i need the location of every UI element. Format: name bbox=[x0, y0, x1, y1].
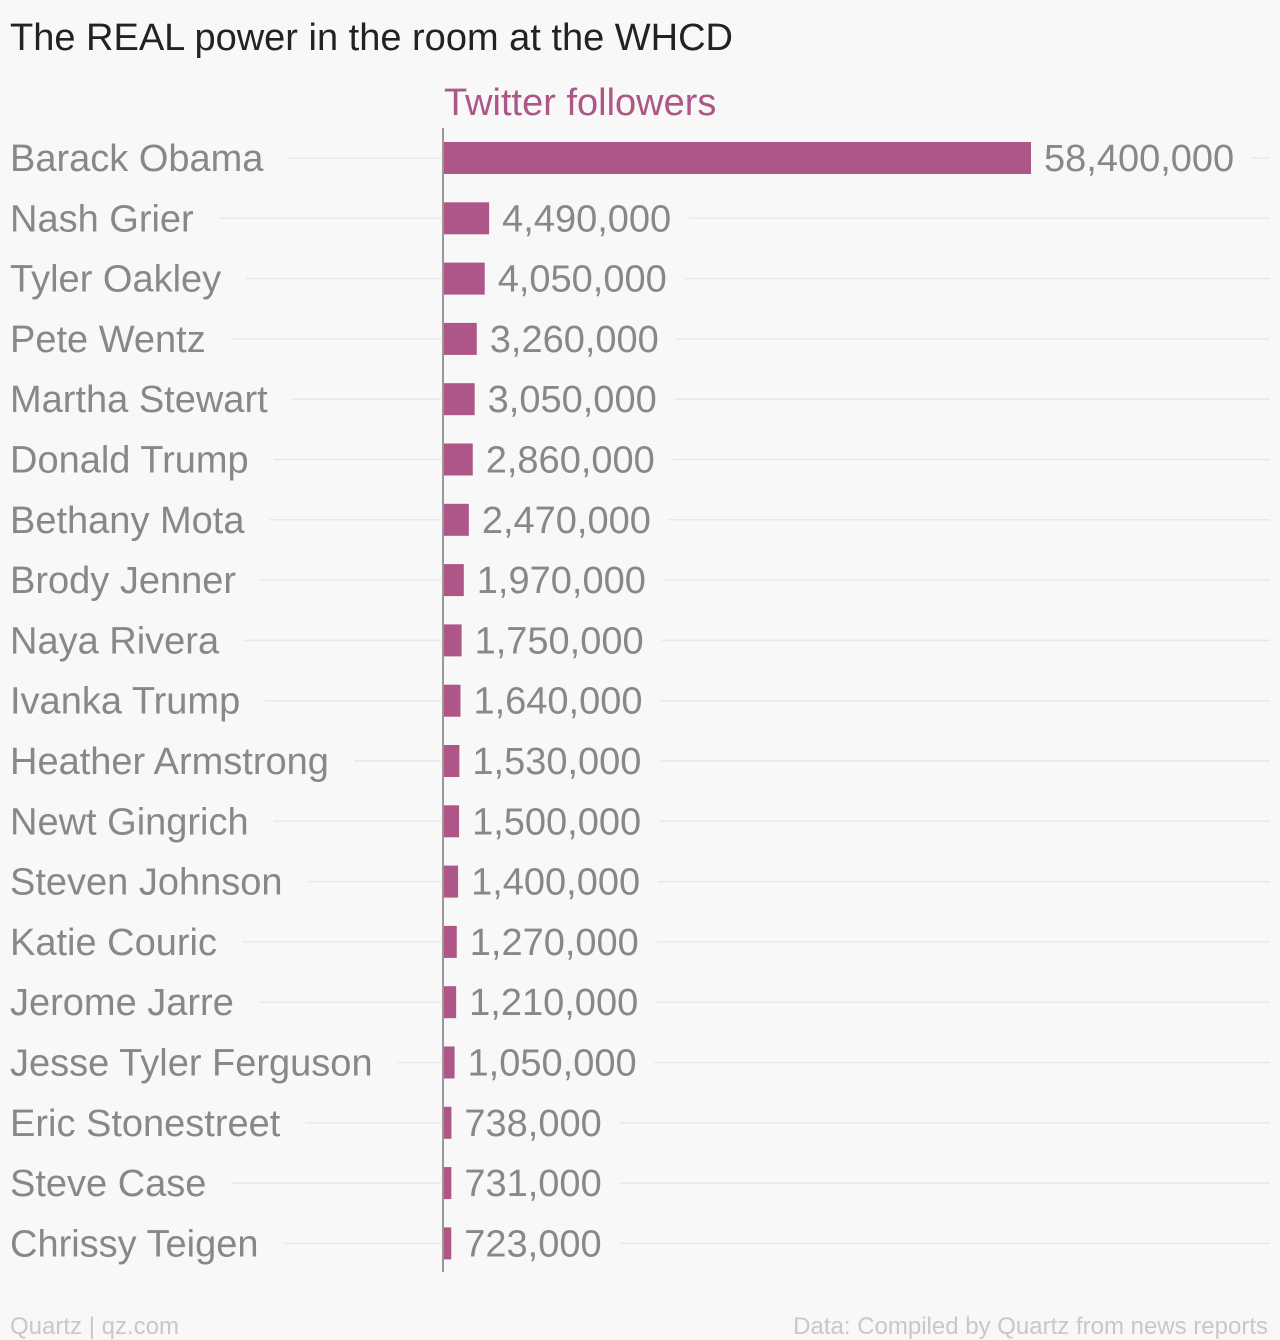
category-label: Pete Wentz bbox=[10, 319, 206, 361]
bar bbox=[444, 1106, 452, 1139]
value-label: 731,000 bbox=[464, 1163, 601, 1205]
bars bbox=[444, 142, 1031, 1260]
value-label: 58,400,000 bbox=[1044, 138, 1234, 180]
category-label: Heather Armstrong bbox=[10, 741, 329, 783]
value-label: 723,000 bbox=[464, 1223, 601, 1265]
bar bbox=[444, 684, 461, 717]
value-label: 3,050,000 bbox=[488, 379, 657, 421]
bar bbox=[444, 443, 473, 476]
category-label: Jesse Tyler Ferguson bbox=[10, 1043, 373, 1085]
footer-source-right: Data: Compiled by Quartz from news repor… bbox=[793, 1313, 1268, 1340]
bar bbox=[444, 1046, 455, 1079]
category-label: Tyler Oakley bbox=[10, 259, 221, 301]
labels: Barack Obama 58,400,000 Nash Grier 4,490,00… bbox=[10, 138, 1234, 1265]
bar bbox=[444, 142, 1031, 174]
bar bbox=[444, 322, 477, 355]
bar bbox=[444, 805, 460, 838]
category-label: Jerome Jarre bbox=[10, 982, 234, 1024]
bar bbox=[444, 865, 459, 898]
category-label: Nash Grier bbox=[10, 198, 194, 240]
footer-source-left: Quartz | qz.com bbox=[10, 1313, 179, 1340]
value-label: 1,970,000 bbox=[477, 560, 646, 602]
value-label: 1,270,000 bbox=[470, 922, 639, 964]
category-label: Martha Stewart bbox=[10, 379, 268, 421]
bar bbox=[444, 745, 460, 777]
category-label: Newt Gingrich bbox=[10, 801, 249, 843]
bar bbox=[444, 1167, 452, 1200]
value-label: 1,750,000 bbox=[475, 620, 644, 662]
bar bbox=[444, 1227, 452, 1260]
value-label: 1,210,000 bbox=[469, 982, 638, 1024]
value-label: 2,470,000 bbox=[482, 500, 651, 542]
value-label: 1,500,000 bbox=[472, 801, 641, 843]
category-label: Donald Trump bbox=[10, 440, 249, 482]
chart-title: The REAL power in the room at the WHCD bbox=[10, 17, 733, 59]
category-label: Steven Johnson bbox=[10, 862, 283, 904]
value-label: 1,050,000 bbox=[468, 1043, 637, 1085]
bar bbox=[444, 262, 485, 295]
value-label: 3,260,000 bbox=[490, 319, 659, 361]
category-label: Brody Jenner bbox=[10, 560, 236, 602]
category-label: Steve Case bbox=[10, 1163, 206, 1205]
bar bbox=[444, 986, 457, 1019]
category-label: Bethany Mota bbox=[10, 500, 245, 542]
value-label: 4,490,000 bbox=[502, 198, 671, 240]
category-label: Katie Couric bbox=[10, 922, 217, 964]
value-label: 1,640,000 bbox=[473, 681, 642, 723]
value-label: 1,530,000 bbox=[472, 741, 641, 783]
series-title: Twitter followers bbox=[444, 82, 716, 124]
category-label: Barack Obama bbox=[10, 138, 264, 180]
bar bbox=[444, 925, 457, 958]
category-label: Eric Stonestreet bbox=[10, 1103, 281, 1145]
bar bbox=[444, 624, 462, 657]
value-label: 738,000 bbox=[464, 1103, 601, 1145]
category-label: Chrissy Teigen bbox=[10, 1223, 259, 1265]
value-label: 1,400,000 bbox=[471, 862, 640, 904]
bar bbox=[444, 202, 490, 235]
value-label: 2,860,000 bbox=[486, 440, 655, 482]
bar bbox=[444, 383, 475, 416]
category-label: Ivanka Trump bbox=[10, 681, 240, 723]
bar bbox=[444, 503, 469, 536]
bar bbox=[444, 564, 464, 597]
category-label: Naya Rivera bbox=[10, 620, 220, 662]
value-label: 4,050,000 bbox=[498, 259, 667, 301]
grid-lines bbox=[218, 157, 1270, 1245]
